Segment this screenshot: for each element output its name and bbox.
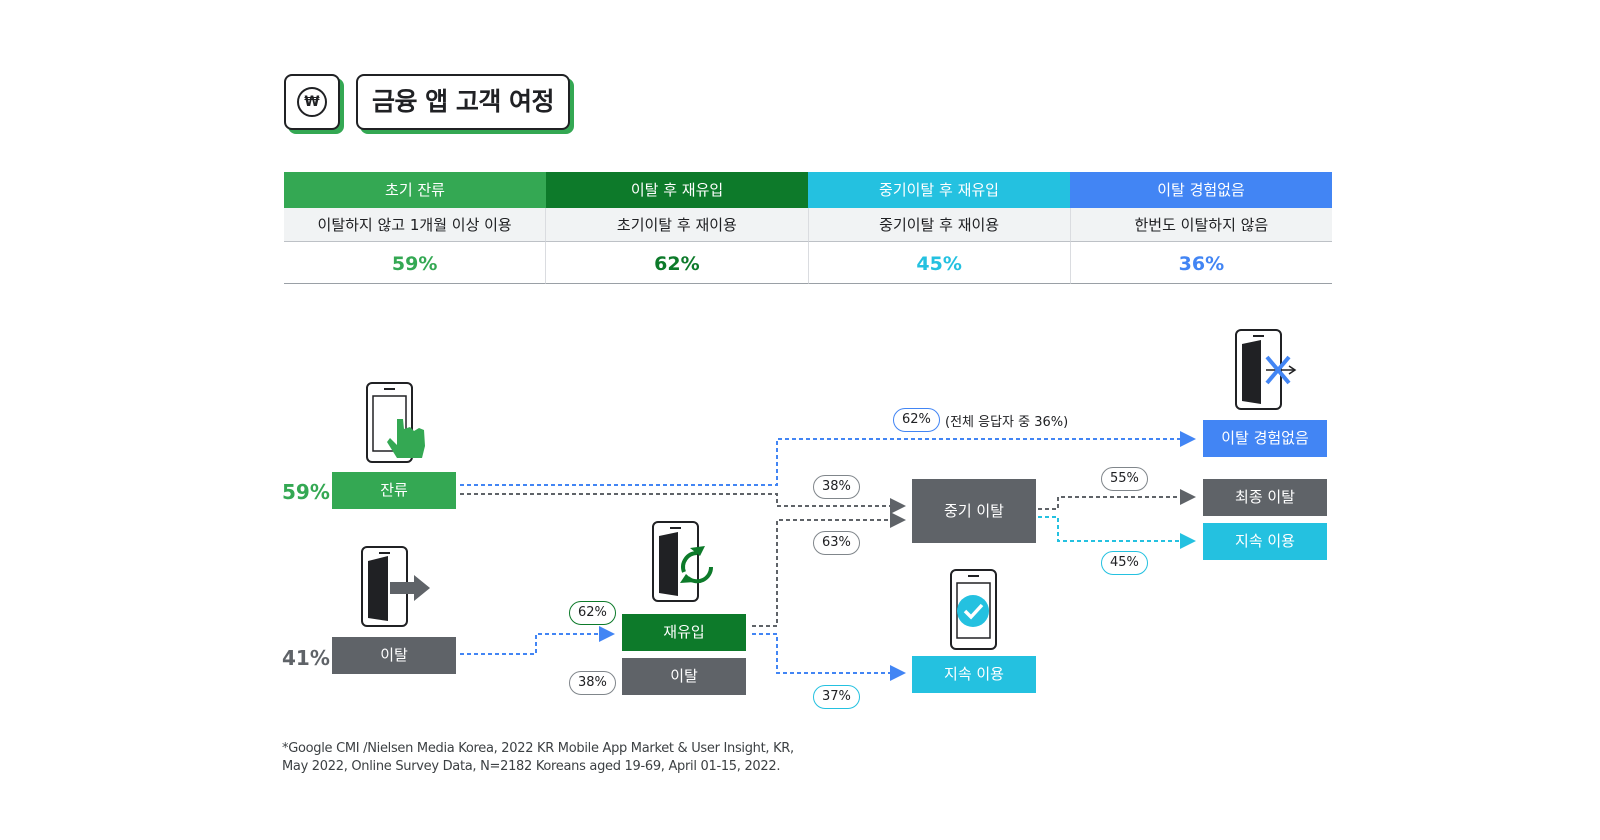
col-value-mid-reentry: 45% [807,242,1070,284]
reentry-to-continue-pct-pill: 37% [813,685,860,709]
footnote-line-2: May 2022, Online Survey Data, N=2182 Kor… [282,759,781,774]
phone-reentry-icon [652,521,714,602]
phone-tap-icon [366,382,425,463]
connector-reentry-to-continue [752,633,906,681]
churn-box: 이탈 [332,637,456,674]
connector-retain-to-never-churned [460,431,1196,486]
col-desc-reentry: 초기이탈 후 재이용 [545,208,808,242]
continue-mid-box: 지속 이용 [1203,523,1327,560]
churn2-box: 이탈 [622,658,746,695]
col-desc-never-churned: 한번도 이탈하지 않음 [1069,208,1332,242]
page-title: 금융 앱 고객 여정 [371,87,555,116]
col-desc-mid-reentry: 중기이탈 후 재이용 [807,208,1070,242]
retain-pct: 59% [282,480,330,504]
connector-retain-to-mid-churn [460,493,906,514]
mid-continue-pct-pill: 45% [1101,551,1148,575]
won-icon: ₩ [297,87,327,117]
footnote: *Google CMI /Nielsen Media Korea, 2022 K… [282,740,794,776]
reentry-pct-pill: 62% [569,601,616,625]
col-value-early-retain: 59% [284,242,546,284]
churn-pct: 41% [282,646,330,670]
col-header-early-retain: 초기 잔류 [284,172,546,208]
won-icon-card: ₩ [284,74,340,130]
col-desc-early-retain: 이탈하지 않고 1개월 이상 이용 [284,208,546,242]
phone-exit-icon [361,546,430,627]
reentry-box: 재유입 [622,614,746,651]
col-header-never-churned: 이탈 경험없음 [1070,172,1332,208]
connector-churn-to-reentry [460,626,615,655]
retain-box: 잔류 [332,472,456,509]
col-value-never-churned: 36% [1069,242,1332,284]
table-value-row: 59% 62% 45% 36% [284,242,1332,284]
footnote-line-1: *Google CMI /Nielsen Media Korea, 2022 K… [282,741,794,756]
connector-mid-to-final-churn [1038,489,1196,510]
reentry-to-mid-pct-pill: 63% [813,531,860,555]
phone-no-exit-icon [1235,329,1297,410]
summary-table: 초기 잔류 이탈 후 재유입 중기이탈 후 재유입 이탈 경험없음 이탈하지 않… [284,172,1332,284]
retain-to-mid-pct-pill: 38% [813,475,860,499]
never-churned-box: 이탈 경험없음 [1203,420,1327,457]
churn2-pct-pill: 38% [569,671,616,695]
table-description-row: 이탈하지 않고 1개월 이상 이용 초기이탈 후 재이용 중기이탈 후 재이용 … [284,208,1332,242]
table-header-row: 초기 잔류 이탈 후 재유입 중기이탈 후 재유입 이탈 경험없음 [284,172,1332,208]
continue-reentry-box: 지속 이용 [912,656,1036,693]
page-title-card: 금융 앱 고객 여정 [356,74,570,130]
final-churn-pct-pill: 55% [1101,467,1148,491]
connector-mid-to-continue [1038,516,1196,549]
no-churn-pct-pill: 62% [893,408,940,432]
phone-check-icon [950,569,997,650]
final-churn-box: 최종 이탈 [1203,479,1327,516]
no-churn-note: (전체 응답자 중 36%) [945,415,1069,430]
col-value-reentry: 62% [545,242,808,284]
mid-churn-box: 중기 이탈 [912,479,1036,543]
col-header-mid-reentry: 중기이탈 후 재유입 [808,172,1070,208]
col-header-reentry: 이탈 후 재유입 [546,172,808,208]
connector-reentry-to-mid-churn [752,512,906,627]
